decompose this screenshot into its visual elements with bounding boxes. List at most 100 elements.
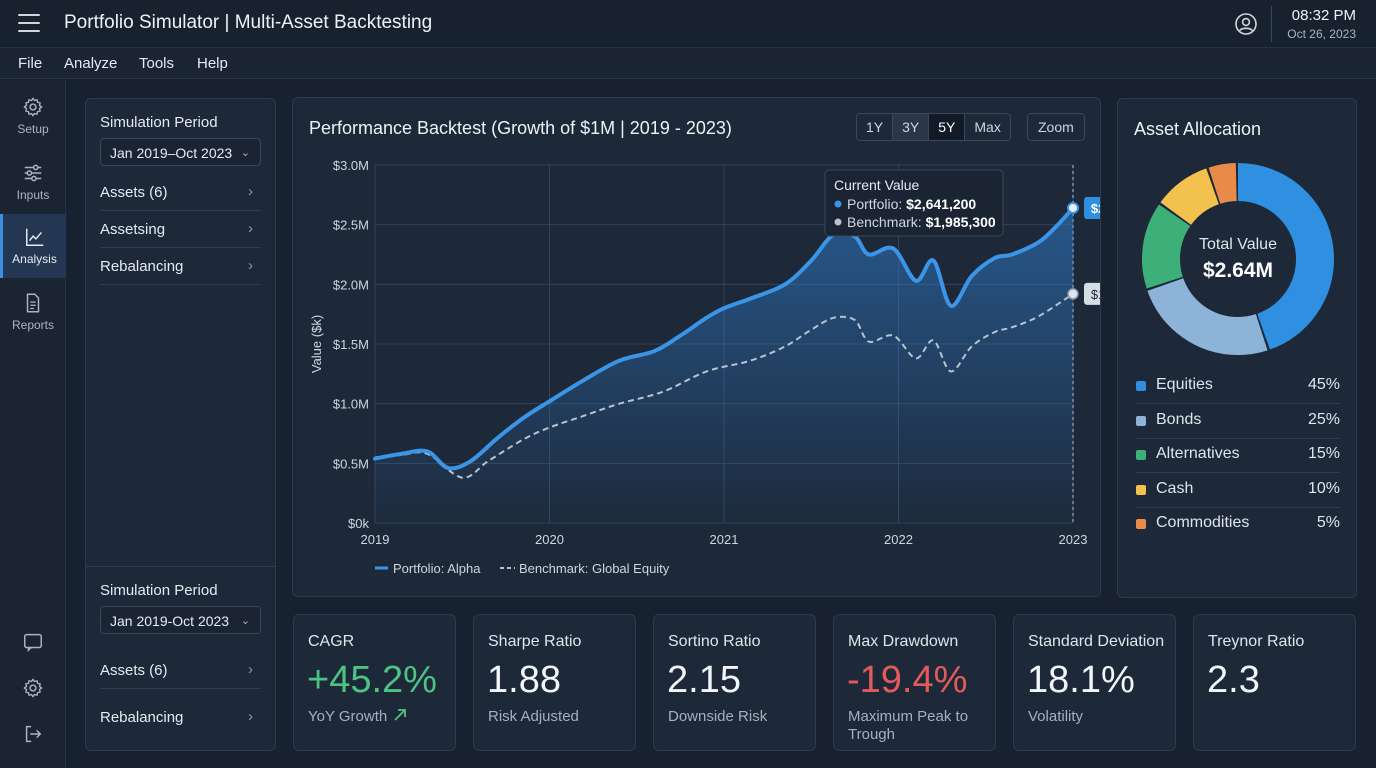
assetsing-row-label: Assetsing: [100, 221, 166, 238]
legend-swatch: [1136, 381, 1146, 391]
kpi-subtitle: Risk Adjusted: [488, 708, 628, 726]
y-tick-label: $2.5M: [333, 218, 369, 233]
legend-row-equities[interactable]: Equities 45%: [1136, 369, 1340, 404]
simulation-period-select-2[interactable]: Jan 2019-Oct 2023 ⌄: [100, 606, 261, 634]
rebalancing-row[interactable]: Rebalancing ›: [100, 249, 261, 285]
x-tick-label: 2019: [361, 532, 390, 547]
menu-bar: File Analyze Tools Help: [0, 49, 1376, 79]
portfolio-area-fill: [375, 208, 1073, 523]
chat-icon[interactable]: [22, 631, 44, 653]
kpi-card-sharpe-ratio[interactable]: Sharpe Ratio 1.88 Risk Adjusted: [473, 614, 636, 751]
kpi-label: Sharpe Ratio: [488, 633, 582, 650]
sidebar-item-analysis[interactable]: Analysis: [0, 214, 66, 278]
performance-chart-panel: Performance Backtest (Growth of $1M | 20…: [292, 97, 1101, 597]
allocation-donut-chart[interactable]: [1140, 161, 1336, 357]
legend-item-portfolio[interactable]: Portfolio: Alpha: [375, 561, 481, 576]
settings-icon[interactable]: [22, 677, 44, 699]
kpi-subtitle: YoY Growth: [308, 708, 448, 726]
kpi-card-sortino-ratio[interactable]: Sortino Ratio 2.15 Downside Risk: [653, 614, 816, 751]
assets-row[interactable]: Assets (6) ›: [100, 175, 261, 211]
tooltip-portfolio-value: $2,641,200: [906, 196, 976, 212]
legend-name: Bonds: [1156, 410, 1202, 428]
hamburger-menu-icon[interactable]: [18, 14, 40, 32]
legend-row-alternatives[interactable]: Alternatives 15%: [1136, 438, 1340, 474]
legend-name: Commodities: [1156, 514, 1250, 532]
sliders-icon: [24, 164, 42, 182]
menu-analyze[interactable]: Analyze: [64, 55, 118, 72]
logout-icon[interactable]: [22, 723, 44, 745]
total-value-label: Total Value: [1199, 236, 1277, 253]
kpi-label: Sortino Ratio: [668, 633, 761, 650]
kpi-subtitle-text: Maximum Peak to Trough: [848, 708, 969, 743]
kpi-subtitle: Downside Risk: [668, 708, 808, 726]
donut-slice-alternatives[interactable]: [1142, 163, 1334, 355]
range-3y-button[interactable]: 3Y: [893, 114, 930, 140]
kpi-subtitle-text: Volatility: [1028, 708, 1084, 725]
rebalancing-row-label-2: Rebalancing: [100, 709, 184, 726]
y-axis-label: Value ($k): [309, 315, 324, 373]
rebalancing-row-2[interactable]: Rebalancing ›: [100, 700, 261, 736]
y-tick-label: $1.5M: [333, 337, 369, 352]
assets-row-2[interactable]: Assets (6) ›: [100, 653, 261, 689]
rebalancing-row-label: Rebalancing: [100, 258, 184, 275]
legend-swatch: [1136, 519, 1146, 530]
legend-row-cash[interactable]: Cash 10%: [1136, 473, 1340, 508]
kpi-card-standard-deviation[interactable]: Standard Deviation 18.1% Volatility: [1013, 614, 1176, 751]
tooltip-portfolio-row: Portfolio: $2,641,200: [847, 196, 976, 212]
legend-percent: 10%: [1307, 479, 1340, 497]
legend-name: Alternatives: [1156, 445, 1240, 463]
total-value-amount: $2.64M: [1202, 259, 1274, 282]
clock-date: Oct 26, 2023: [1287, 27, 1356, 41]
kpi-card-cagr[interactable]: CAGR +45.2% YoY Growth: [293, 614, 456, 751]
zoom-button[interactable]: Zoom: [1027, 113, 1085, 141]
sidebar-item-setup[interactable]: Setup: [0, 84, 66, 148]
kpi-card-max-drawdown[interactable]: Max Drawdown -19.4% Maximum Peak to Trough: [833, 614, 996, 751]
gear-icon: [23, 97, 43, 117]
portfolio-line[interactable]: [373, 206, 1075, 471]
current-value-tooltip: Current Value Portfolio: $2,641,200 Benchm…: [824, 169, 1004, 237]
tooltip-portfolio-label: Portfolio:: [847, 196, 906, 212]
menu-help[interactable]: Help: [197, 55, 228, 72]
kpi-value: 2.3: [1207, 659, 1260, 701]
kpi-subtitle: Maximum Peak to Trough: [848, 708, 988, 744]
benchmark-end-value-tag: $1.9M: [1084, 282, 1100, 305]
donut-slice-bonds[interactable]: [1142, 163, 1334, 355]
portfolio-end-point[interactable]: [1067, 201, 1079, 214]
benchmark-line[interactable]: [374, 293, 1074, 479]
sidebar-item-label: Setup: [17, 122, 49, 136]
range-5y-button[interactable]: 5Y: [929, 114, 966, 140]
legend-item-benchmark[interactable]: Benchmark: Global Equity: [500, 561, 670, 576]
assetsing-row[interactable]: Assetsing ›: [100, 212, 261, 248]
range-max-button[interactable]: Max: [965, 114, 1010, 140]
range-1y-button[interactable]: 1Y: [857, 114, 894, 140]
menu-file[interactable]: File: [18, 55, 43, 72]
chevron-down-icon: ⌄: [240, 147, 250, 159]
chevron-right-icon: ›: [248, 661, 253, 678]
legend-row-commodities[interactable]: Commodities 5%: [1136, 507, 1340, 542]
y-tick-label: $3.0M: [333, 158, 369, 173]
legend-swatch: [1136, 484, 1146, 495]
kpi-value: 1.88: [487, 659, 561, 701]
legend-percent: 45%: [1307, 376, 1340, 393]
kpi-label: Treynor Ratio: [1208, 633, 1305, 650]
kpi-subtitle: Volatility: [1028, 708, 1168, 726]
benchmark-end-point[interactable]: [1067, 288, 1079, 300]
kpi-card-treynor-ratio[interactable]: Treynor Ratio 2.3: [1193, 614, 1356, 751]
sidebar-item-label: Inputs: [16, 188, 50, 202]
simulation-settings-panel: Simulation Period Jan 2019–Oct 2023 ⌄ As…: [85, 98, 276, 751]
simulation-period-select[interactable]: Jan 2019–Oct 2023 ⌄: [100, 138, 261, 166]
menu-tools[interactable]: Tools: [139, 55, 175, 72]
legend-percent: 5%: [1316, 514, 1340, 532]
performance-line-chart[interactable]: $0k $0.5M $1.0M $1.5M $2.0M $2.5M $3.0M 2019 202…: [293, 98, 1100, 596]
sidebar-item-inputs[interactable]: Inputs: [0, 150, 66, 214]
user-account-icon[interactable]: [1234, 12, 1258, 36]
y-tick-label: $2.0M: [333, 277, 369, 292]
sidebar-item-reports[interactable]: Reports: [0, 280, 66, 344]
y-tick-label: $1.0M: [333, 397, 369, 412]
tooltip-benchmark-label: Benchmark:: [847, 214, 926, 230]
donut-slice-equities[interactable]: [1142, 163, 1334, 355]
legend-row-bonds[interactable]: Bonds 25%: [1136, 404, 1340, 439]
assets-row-label-2: Assets (6): [100, 662, 168, 679]
kpi-value: 18.1%: [1027, 659, 1135, 701]
simulation-period-heading-2: Simulation Period: [100, 582, 218, 599]
